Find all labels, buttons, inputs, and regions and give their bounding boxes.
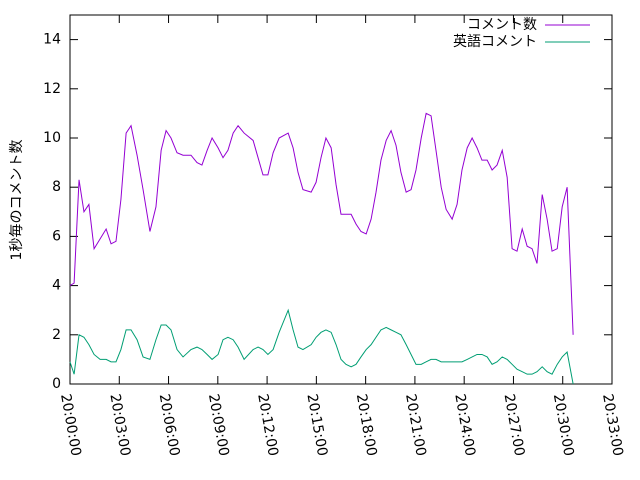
y-tick-label: 8 — [52, 179, 61, 195]
legend-label: 英語コメント — [453, 33, 537, 50]
y-tick-label: 4 — [52, 278, 61, 294]
series-line — [69, 308, 574, 385]
y-tick-label: 14 — [43, 32, 61, 48]
y-tick-label: 10 — [43, 130, 61, 146]
plot-frame — [69, 14, 613, 385]
y-axis-label: 1秒毎のコメント数 — [9, 140, 25, 261]
y-tick-label: 2 — [52, 327, 61, 343]
y-tick-label: 12 — [43, 81, 61, 97]
legend-label: コメント数 — [467, 17, 537, 33]
y-tick-label: 6 — [52, 228, 61, 244]
series-line — [69, 112, 574, 335]
y-tick-label: 0 — [52, 376, 61, 392]
